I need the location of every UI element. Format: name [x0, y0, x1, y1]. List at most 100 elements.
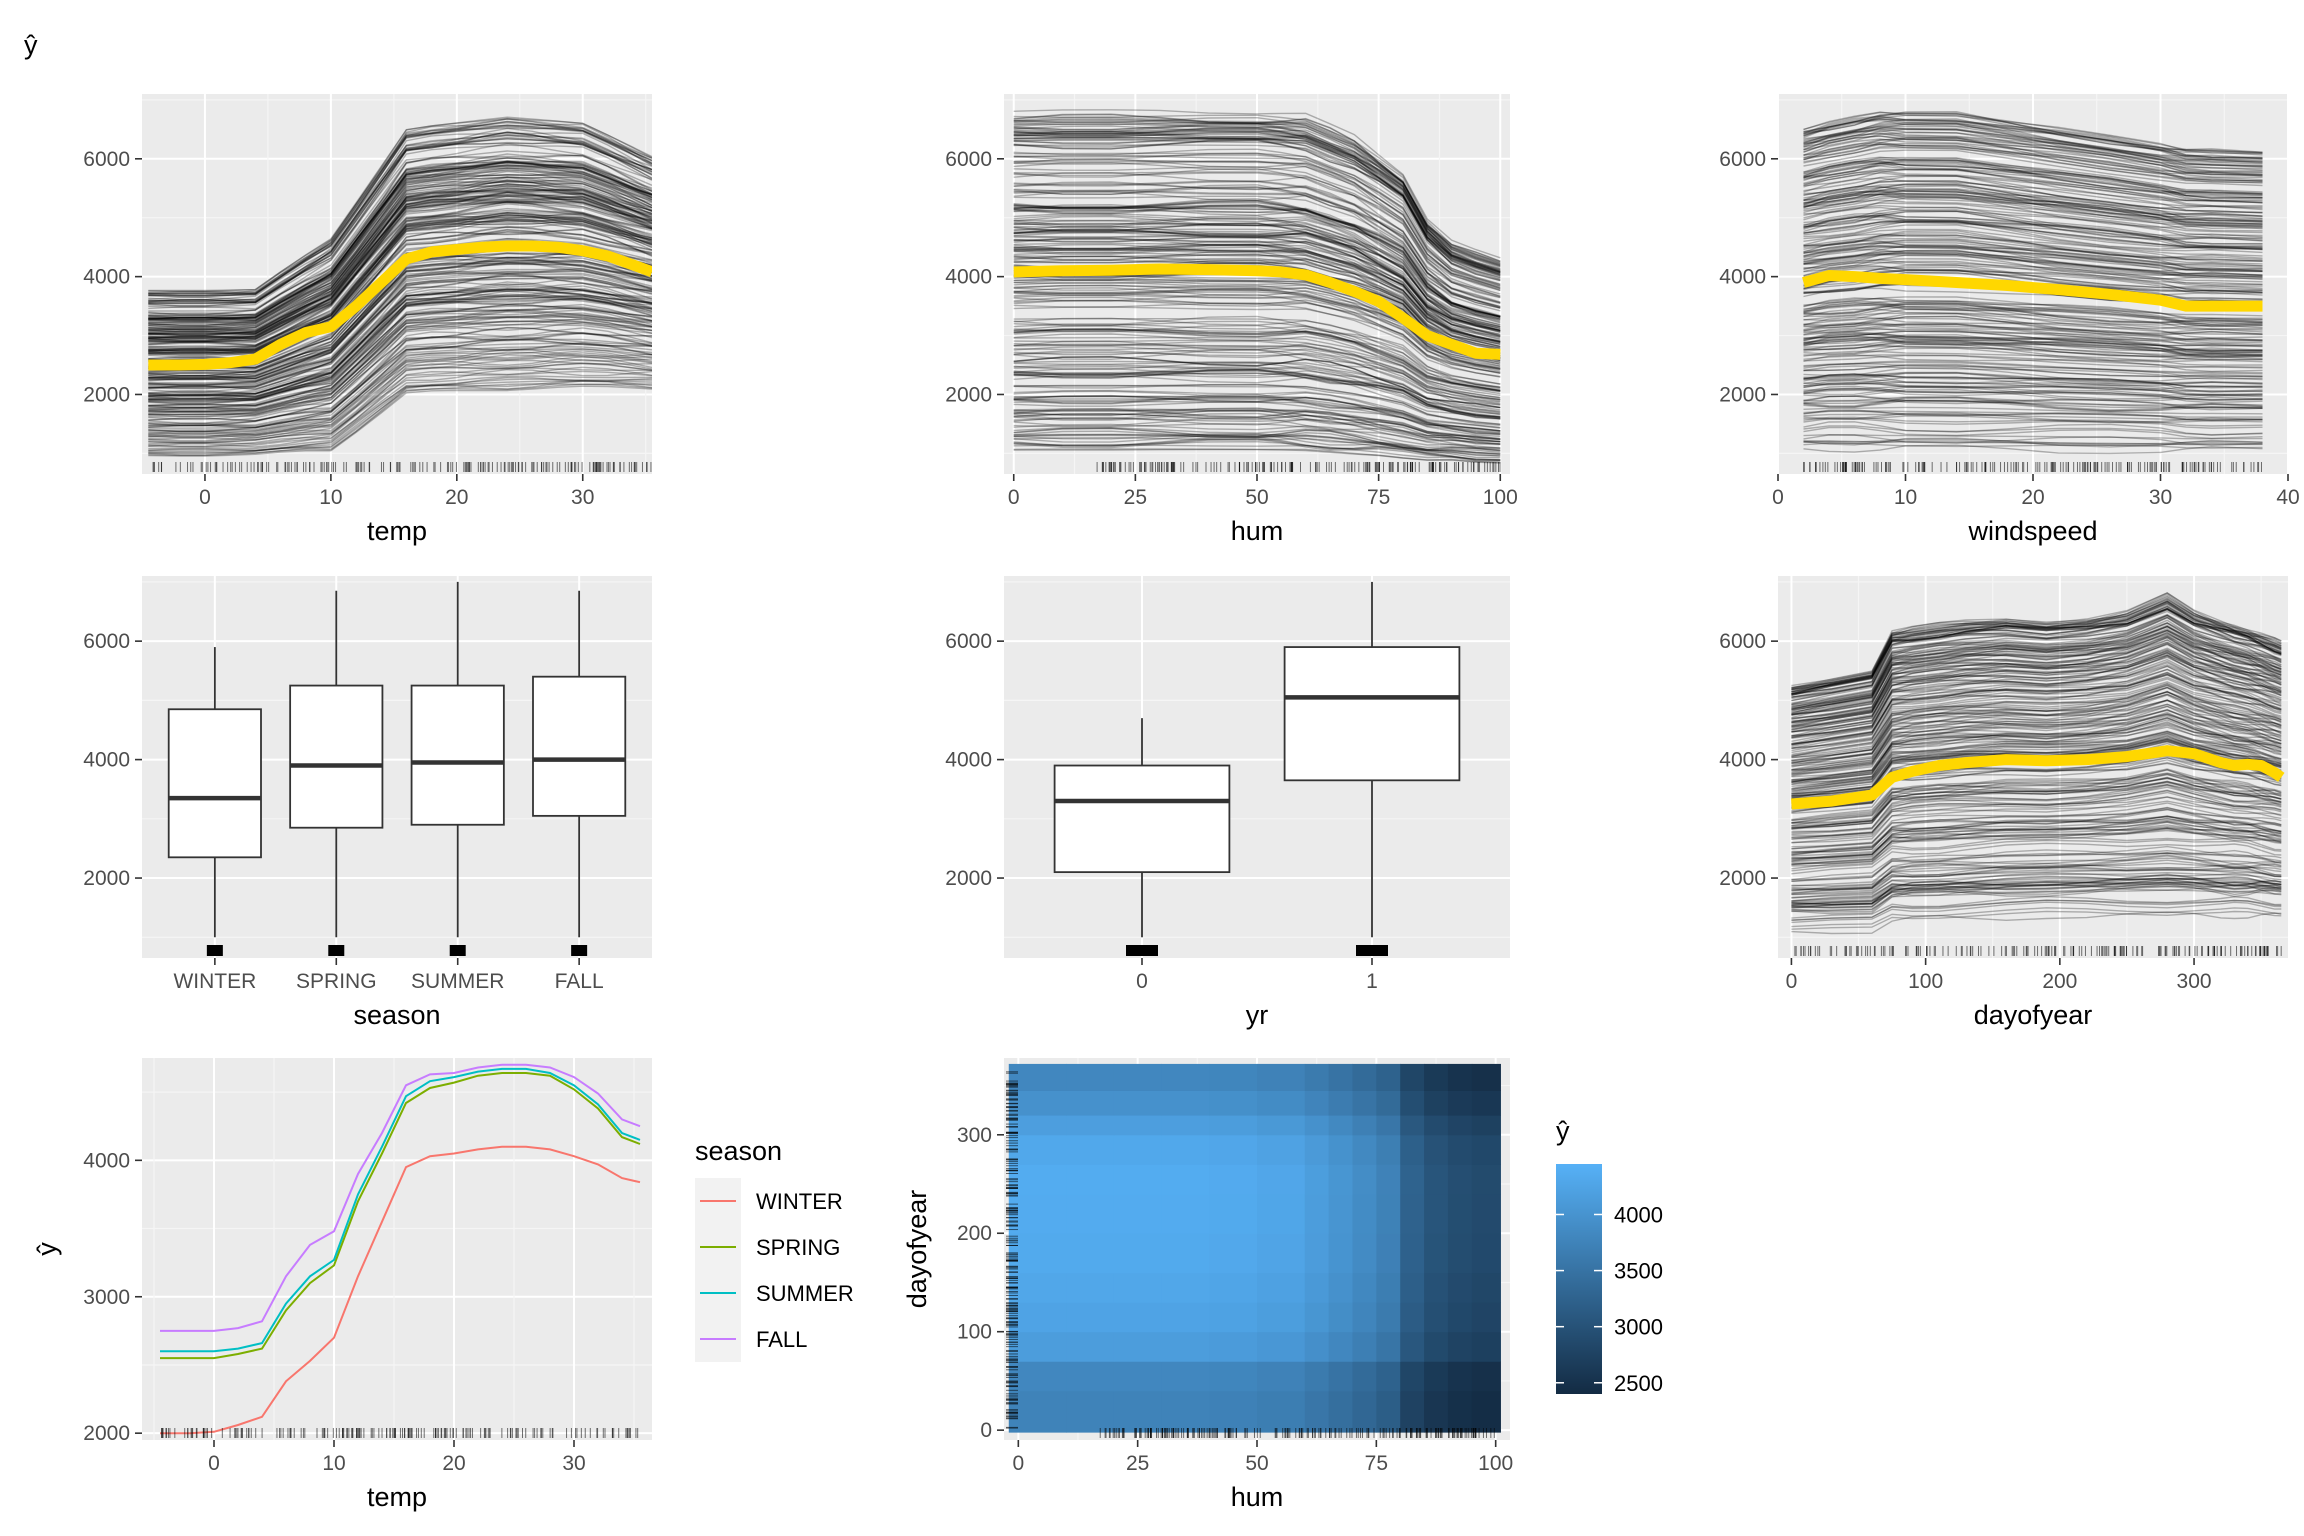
ice-curve	[148, 260, 652, 379]
ice-curve	[148, 191, 652, 340]
ice-curve	[1013, 427, 1501, 452]
ice-curve	[1013, 205, 1501, 318]
ice-curve	[1013, 436, 1501, 461]
ice-curve	[148, 359, 652, 441]
ice-curve	[1013, 287, 1501, 367]
ice-curve	[1803, 149, 2263, 187]
legend-label: SUMMER	[756, 1281, 854, 1306]
ice-curve	[1791, 825, 2282, 862]
ice-curve	[1791, 882, 2282, 909]
heatmap-tile	[1447, 1134, 1473, 1165]
legend: season WINTER SPRING SUMMER FALL	[695, 1136, 854, 1362]
ice-curve	[1803, 264, 2263, 293]
ice-curve	[148, 286, 652, 397]
heatmap-tile	[1008, 1063, 1067, 1091]
ice-curve	[1803, 354, 2263, 369]
ice-curve	[1791, 731, 2282, 790]
heatmap-tile	[1352, 1134, 1377, 1165]
ice-curve	[1803, 185, 2263, 220]
heatmap-tile	[1400, 1115, 1425, 1136]
heatmap-tile	[1376, 1302, 1401, 1333]
ice-curve	[1791, 857, 2282, 887]
heatmap-tile	[1161, 1090, 1210, 1116]
ice-curve	[1013, 200, 1501, 319]
ice-curve	[1013, 293, 1501, 374]
ice-curve	[1013, 348, 1501, 406]
heatmap-tile	[1376, 1331, 1401, 1362]
heatmap-tile	[1352, 1390, 1377, 1433]
ice-curve	[1803, 259, 2263, 286]
ice-curve	[1803, 204, 2263, 237]
ice-curve	[1803, 252, 2263, 278]
ice-curve	[1013, 119, 1501, 265]
heatmap-tile	[1066, 1233, 1115, 1274]
ice-curve	[1803, 122, 2263, 162]
heatmap-tile	[1471, 1164, 1501, 1195]
ice-curve	[1803, 125, 2263, 165]
heatmap-tile	[1471, 1302, 1501, 1333]
ice-curve	[1791, 598, 2282, 691]
ice-curve	[1791, 852, 2282, 887]
ice-curve	[148, 161, 652, 321]
ice-curve	[1803, 417, 2263, 429]
ice-curve	[1791, 911, 2282, 935]
ice-curve	[1803, 345, 2263, 361]
ice-curve	[148, 213, 652, 353]
ice-curve	[148, 212, 652, 350]
legend-label: SPRING	[756, 1235, 840, 1260]
ice-curve	[1803, 168, 2263, 204]
ice-curve	[148, 332, 652, 425]
ice-curve	[1803, 372, 2263, 385]
heatmap-tile	[1304, 1090, 1330, 1116]
ice-curve	[1013, 409, 1501, 441]
ice-curve	[1803, 128, 2263, 170]
ice-curve	[1803, 303, 2263, 323]
ice-curve	[1791, 815, 2282, 854]
ice-curve	[1803, 438, 2263, 445]
ice-curve	[1013, 139, 1501, 282]
ice-curve	[1803, 143, 2263, 182]
ice-curve	[1013, 408, 1501, 440]
x-tick-label: 30	[571, 486, 594, 509]
ice-curve	[1803, 410, 2263, 418]
ice-curve	[1013, 409, 1501, 440]
heatmap-tile	[1400, 1390, 1425, 1433]
ice-curve	[1803, 165, 2263, 202]
heatmap-tile	[1424, 1063, 1449, 1091]
ice-curve	[1791, 665, 2282, 744]
ice-curve	[1803, 206, 2263, 238]
ice-curve	[1803, 190, 2263, 223]
ice-curve	[1791, 601, 2282, 695]
ice-curve	[1791, 899, 2282, 922]
ice-curve	[1791, 714, 2282, 782]
ice-curve	[1803, 118, 2263, 160]
ice-curve	[148, 188, 652, 336]
ice-curve	[148, 318, 652, 415]
ice-curve	[1803, 260, 2263, 286]
y-tick-label: 4000	[1719, 749, 1766, 772]
ice-curve	[148, 351, 652, 437]
ice-curve	[1791, 889, 2282, 913]
box-iqr	[410, 684, 505, 826]
ice-curve	[148, 219, 652, 354]
ice-curve	[1791, 777, 2282, 824]
heatmap-tile	[1113, 1193, 1163, 1234]
x-tick-label: 75	[1367, 486, 1390, 509]
ice-curve	[148, 211, 652, 349]
ice-curve	[148, 327, 652, 424]
heatmap-tile	[1209, 1361, 1258, 1392]
ice-curve	[148, 182, 652, 333]
ice-curve	[148, 309, 652, 411]
ice-curve	[1791, 738, 2282, 794]
ice-curve	[1791, 605, 2282, 698]
ice-curve	[1803, 297, 2263, 319]
ice-curve	[1803, 425, 2263, 436]
rug-block	[206, 945, 223, 956]
ice-curve	[1013, 347, 1501, 403]
ice-curve	[148, 343, 652, 433]
ice-curve	[1803, 440, 2263, 447]
pdp-mean-curve	[1791, 745, 2285, 810]
ice-curve	[1803, 330, 2263, 347]
ice-curve	[1013, 204, 1501, 320]
ice-curve	[1791, 781, 2282, 830]
